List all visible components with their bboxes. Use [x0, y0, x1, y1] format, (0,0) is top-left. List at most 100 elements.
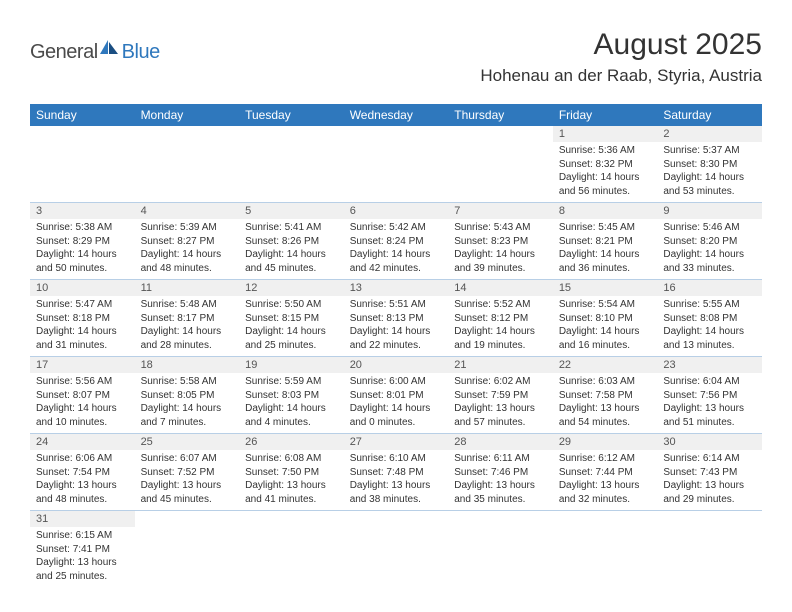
calendar-cell: 12Sunrise: 5:50 AMSunset: 8:15 PMDayligh… [239, 280, 344, 357]
calendar-cell: 4Sunrise: 5:39 AMSunset: 8:27 PMDaylight… [135, 203, 240, 280]
day-number: 9 [657, 203, 762, 219]
day-details: Sunrise: 6:14 AMSunset: 7:43 PMDaylight:… [657, 450, 762, 510]
calendar-cell [30, 126, 135, 203]
day-number: 28 [448, 434, 553, 450]
day-number: 23 [657, 357, 762, 373]
day-number: 4 [135, 203, 240, 219]
day-details: Sunrise: 5:59 AMSunset: 8:03 PMDaylight:… [239, 373, 344, 433]
calendar-row: 10Sunrise: 5:47 AMSunset: 8:18 PMDayligh… [30, 280, 762, 357]
sunset-line: Sunset: 7:48 PM [350, 466, 443, 480]
day-number: 20 [344, 357, 449, 373]
sunrise-line: Sunrise: 5:50 AM [245, 298, 338, 312]
sunset-line: Sunset: 7:46 PM [454, 466, 547, 480]
daylight-line: Daylight: 13 hours and 38 minutes. [350, 479, 443, 506]
day-number: 6 [344, 203, 449, 219]
daylight-line: Daylight: 14 hours and 33 minutes. [663, 248, 756, 275]
location-subtitle: Hohenau an der Raab, Styria, Austria [480, 66, 762, 86]
dow-tuesday: Tuesday [239, 104, 344, 126]
sunset-line: Sunset: 8:26 PM [245, 235, 338, 249]
day-number: 30 [657, 434, 762, 450]
day-number: 7 [448, 203, 553, 219]
daylight-line: Daylight: 14 hours and 36 minutes. [559, 248, 652, 275]
day-details: Sunrise: 5:46 AMSunset: 8:20 PMDaylight:… [657, 219, 762, 279]
calendar-cell: 2Sunrise: 5:37 AMSunset: 8:30 PMDaylight… [657, 126, 762, 203]
sunset-line: Sunset: 8:18 PM [36, 312, 129, 326]
daylight-line: Daylight: 14 hours and 31 minutes. [36, 325, 129, 352]
day-number: 8 [553, 203, 658, 219]
sunrise-line: Sunrise: 6:00 AM [350, 375, 443, 389]
sunset-line: Sunset: 8:12 PM [454, 312, 547, 326]
sunset-line: Sunset: 8:27 PM [141, 235, 234, 249]
sunset-line: Sunset: 7:52 PM [141, 466, 234, 480]
day-details: Sunrise: 5:39 AMSunset: 8:27 PMDaylight:… [135, 219, 240, 279]
day-number: 1 [553, 126, 658, 142]
sunset-line: Sunset: 8:24 PM [350, 235, 443, 249]
day-details: Sunrise: 5:37 AMSunset: 8:30 PMDaylight:… [657, 142, 762, 202]
sunrise-line: Sunrise: 6:14 AM [663, 452, 756, 466]
calendar-cell [239, 126, 344, 203]
calendar-cell: 16Sunrise: 5:55 AMSunset: 8:08 PMDayligh… [657, 280, 762, 357]
brand-logo: General Blue [30, 38, 160, 66]
sunrise-line: Sunrise: 6:11 AM [454, 452, 547, 466]
sunset-line: Sunset: 8:10 PM [559, 312, 652, 326]
daylight-line: Daylight: 14 hours and 48 minutes. [141, 248, 234, 275]
sunrise-line: Sunrise: 5:46 AM [663, 221, 756, 235]
sunrise-line: Sunrise: 5:59 AM [245, 375, 338, 389]
day-details: Sunrise: 6:11 AMSunset: 7:46 PMDaylight:… [448, 450, 553, 510]
calendar-cell: 15Sunrise: 5:54 AMSunset: 8:10 PMDayligh… [553, 280, 658, 357]
day-details: Sunrise: 5:58 AMSunset: 8:05 PMDaylight:… [135, 373, 240, 433]
sunset-line: Sunset: 8:03 PM [245, 389, 338, 403]
day-details: Sunrise: 5:43 AMSunset: 8:23 PMDaylight:… [448, 219, 553, 279]
dow-friday: Friday [553, 104, 658, 126]
daylight-line: Daylight: 14 hours and 53 minutes. [663, 171, 756, 198]
day-details: Sunrise: 6:10 AMSunset: 7:48 PMDaylight:… [344, 450, 449, 510]
calendar-cell: 28Sunrise: 6:11 AMSunset: 7:46 PMDayligh… [448, 434, 553, 511]
calendar-cell: 20Sunrise: 6:00 AMSunset: 8:01 PMDayligh… [344, 357, 449, 434]
daylight-line: Daylight: 14 hours and 45 minutes. [245, 248, 338, 275]
calendar-cell: 7Sunrise: 5:43 AMSunset: 8:23 PMDaylight… [448, 203, 553, 280]
dow-wednesday: Wednesday [344, 104, 449, 126]
day-number: 13 [344, 280, 449, 296]
day-number: 15 [553, 280, 658, 296]
sunrise-line: Sunrise: 6:07 AM [141, 452, 234, 466]
day-number: 5 [239, 203, 344, 219]
brand-sail-icon [98, 38, 120, 56]
day-number: 2 [657, 126, 762, 142]
sunset-line: Sunset: 7:54 PM [36, 466, 129, 480]
sunset-line: Sunset: 8:32 PM [559, 158, 652, 172]
day-number: 18 [135, 357, 240, 373]
sunrise-line: Sunrise: 6:02 AM [454, 375, 547, 389]
day-details: Sunrise: 6:12 AMSunset: 7:44 PMDaylight:… [553, 450, 658, 510]
daylight-line: Daylight: 13 hours and 48 minutes. [36, 479, 129, 506]
daylight-line: Daylight: 13 hours and 25 minutes. [36, 556, 129, 583]
daylight-line: Daylight: 14 hours and 13 minutes. [663, 325, 756, 352]
brand-general: General [30, 41, 98, 64]
day-details: Sunrise: 6:02 AMSunset: 7:59 PMDaylight:… [448, 373, 553, 433]
day-details: Sunrise: 6:07 AMSunset: 7:52 PMDaylight:… [135, 450, 240, 510]
sunrise-line: Sunrise: 5:54 AM [559, 298, 652, 312]
daylight-line: Daylight: 14 hours and 19 minutes. [454, 325, 547, 352]
calendar-cell: 14Sunrise: 5:52 AMSunset: 8:12 PMDayligh… [448, 280, 553, 357]
calendar-cell: 10Sunrise: 5:47 AMSunset: 8:18 PMDayligh… [30, 280, 135, 357]
day-number: 26 [239, 434, 344, 450]
calendar-row: 3Sunrise: 5:38 AMSunset: 8:29 PMDaylight… [30, 203, 762, 280]
calendar-cell: 30Sunrise: 6:14 AMSunset: 7:43 PMDayligh… [657, 434, 762, 511]
day-details: Sunrise: 5:48 AMSunset: 8:17 PMDaylight:… [135, 296, 240, 356]
day-number: 11 [135, 280, 240, 296]
sunset-line: Sunset: 8:13 PM [350, 312, 443, 326]
daylight-line: Daylight: 13 hours and 45 minutes. [141, 479, 234, 506]
sunset-line: Sunset: 7:59 PM [454, 389, 547, 403]
day-number: 24 [30, 434, 135, 450]
day-details: Sunrise: 5:38 AMSunset: 8:29 PMDaylight:… [30, 219, 135, 279]
day-details: Sunrise: 5:42 AMSunset: 8:24 PMDaylight:… [344, 219, 449, 279]
sunrise-line: Sunrise: 6:06 AM [36, 452, 129, 466]
calendar-cell: 27Sunrise: 6:10 AMSunset: 7:48 PMDayligh… [344, 434, 449, 511]
sunset-line: Sunset: 7:58 PM [559, 389, 652, 403]
day-details: Sunrise: 5:47 AMSunset: 8:18 PMDaylight:… [30, 296, 135, 356]
calendar-cell: 26Sunrise: 6:08 AMSunset: 7:50 PMDayligh… [239, 434, 344, 511]
sunrise-line: Sunrise: 5:43 AM [454, 221, 547, 235]
calendar-cell: 17Sunrise: 5:56 AMSunset: 8:07 PMDayligh… [30, 357, 135, 434]
daylight-line: Daylight: 14 hours and 22 minutes. [350, 325, 443, 352]
sunset-line: Sunset: 8:15 PM [245, 312, 338, 326]
daylight-line: Daylight: 14 hours and 25 minutes. [245, 325, 338, 352]
